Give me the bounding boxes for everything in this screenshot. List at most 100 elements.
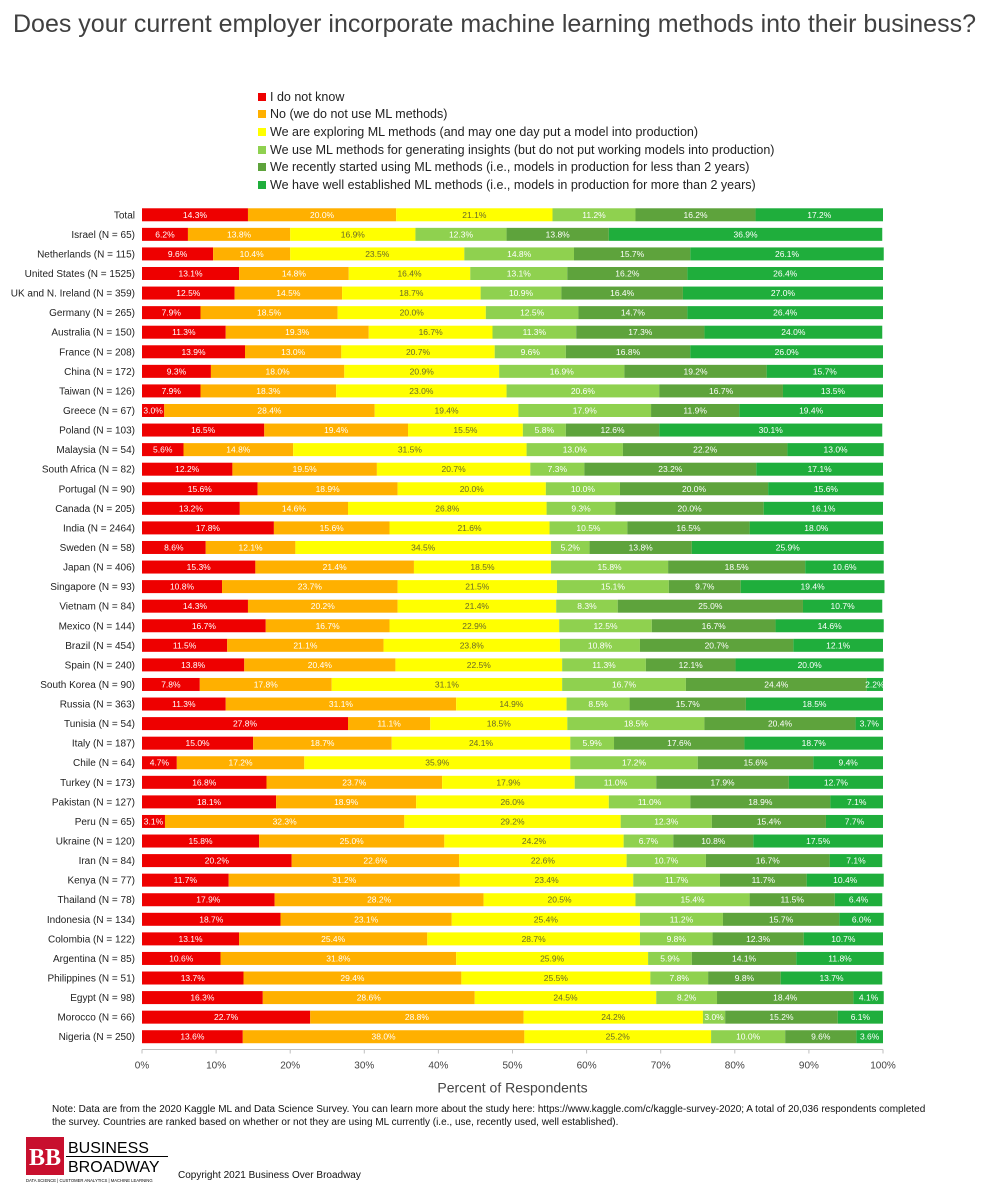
bar-segment — [347, 501, 547, 515]
data-label: 22.7% — [214, 1012, 239, 1022]
bar-segment — [430, 717, 568, 731]
data-label: 16.7% — [419, 327, 444, 337]
bar-segment — [142, 325, 226, 339]
bar-segment — [639, 932, 713, 946]
data-label: 13.7% — [819, 973, 844, 983]
bar-segment — [559, 638, 640, 652]
bar-segment — [341, 345, 495, 359]
bar-segment — [142, 717, 348, 731]
data-label: 25.0% — [340, 836, 365, 846]
data-label: 20.0% — [310, 210, 335, 220]
data-label: 10.0% — [736, 1032, 761, 1042]
data-label: 29.4% — [340, 973, 365, 983]
data-label: 18.9% — [334, 797, 359, 807]
data-label: 15.1% — [601, 582, 626, 592]
bar-segment — [225, 697, 457, 711]
data-label: 24.2% — [601, 1012, 626, 1022]
category-label: Israel (N = 65) — [71, 230, 135, 241]
data-label: 7.8% — [161, 679, 181, 689]
data-label: 20.4% — [768, 719, 793, 729]
data-label: 12.5% — [593, 621, 618, 631]
bar-segment — [711, 814, 826, 828]
bar-segment — [142, 560, 256, 574]
bar-segment — [142, 403, 165, 417]
data-label: 14.3% — [183, 601, 208, 611]
bar-segment — [200, 306, 338, 320]
data-label: 9.8% — [667, 934, 687, 944]
data-label: 20.0% — [460, 484, 485, 494]
bar-segment — [416, 795, 609, 809]
data-label: 19.4% — [799, 405, 824, 415]
data-label: 20.2% — [311, 601, 336, 611]
data-label: 9.7% — [695, 582, 715, 592]
bar-segment — [556, 599, 618, 613]
data-label: 13.9% — [181, 347, 206, 357]
data-label: 5.9% — [582, 738, 602, 748]
bar-segment — [485, 306, 579, 320]
bar-segment — [567, 717, 705, 731]
data-label: 20.0% — [400, 308, 425, 318]
bar-segment — [483, 893, 636, 907]
bar-segment — [290, 247, 465, 261]
data-label: 16.7% — [612, 679, 637, 689]
data-label: 18.7% — [199, 914, 224, 924]
data-label: 10.7% — [831, 934, 856, 944]
bar-segment — [856, 1030, 883, 1044]
data-label: 12.5% — [520, 308, 545, 318]
bar-segment — [608, 227, 883, 241]
bar-segment — [673, 834, 754, 848]
bar-segment — [142, 854, 292, 868]
bar-segment — [389, 619, 560, 633]
business-broadway-logo: BB BUSINESS BROADWAY DATA SCIENCE | CUST… — [26, 1137, 168, 1183]
data-label: 11.3% — [592, 660, 616, 670]
bar-segment — [780, 971, 883, 985]
bar-segment — [570, 736, 615, 750]
data-label: 10.7% — [831, 601, 856, 611]
logo-initials: BB — [29, 1145, 61, 1171]
data-label: 9.4% — [838, 758, 858, 768]
bar-segment — [347, 717, 431, 731]
data-label: 26.0% — [775, 347, 800, 357]
category-label: Iran (N = 84) — [79, 856, 135, 867]
bar-segment — [853, 991, 884, 1005]
bar-segment — [551, 560, 669, 574]
legend-item: We are exploring ML methods (and may one… — [258, 123, 774, 141]
data-label: 6.2% — [155, 229, 175, 239]
bar-segment — [740, 580, 885, 594]
bar-segment — [839, 912, 884, 926]
data-label: 10.0% — [571, 484, 596, 494]
data-label: 19.3% — [285, 327, 310, 337]
bar-segment — [766, 364, 883, 378]
data-label: 10.8% — [701, 836, 726, 846]
bar-segment — [239, 932, 428, 946]
bar-segment — [142, 227, 188, 241]
bar-segment — [395, 658, 563, 672]
data-label: 24.5% — [553, 993, 578, 1003]
data-label: 28.4% — [257, 405, 282, 415]
data-label: 7.8% — [670, 973, 690, 983]
footnote: Note: Data are from the 2020 Kaggle ML a… — [52, 1104, 926, 1128]
bar-segment — [142, 345, 245, 359]
data-label: 13.1% — [178, 268, 203, 278]
legend-swatch — [258, 92, 266, 101]
bar-segment — [574, 247, 691, 261]
data-label: 25.5% — [544, 973, 569, 983]
bar-segment — [549, 521, 628, 535]
category-label: Turkey (N = 173) — [60, 778, 135, 789]
bar-segment — [570, 756, 698, 770]
bar-segment — [222, 580, 398, 594]
data-label: 16.2% — [615, 268, 640, 278]
data-label: 11.0% — [638, 797, 662, 807]
bar-segment — [259, 834, 445, 848]
data-label: 5.6% — [153, 445, 173, 455]
legend-label: I do not know — [270, 89, 345, 104]
bar-segment — [785, 1030, 857, 1044]
logo-badge — [26, 1137, 64, 1175]
data-label: 16.5% — [191, 425, 216, 435]
bar-segment — [389, 521, 550, 535]
category-label: Taiwan (N = 126) — [59, 386, 135, 397]
bar-segment — [397, 580, 557, 594]
bar-segment — [142, 1030, 243, 1044]
data-label: 20.0% — [682, 484, 707, 494]
data-label: 10.6% — [169, 953, 194, 963]
